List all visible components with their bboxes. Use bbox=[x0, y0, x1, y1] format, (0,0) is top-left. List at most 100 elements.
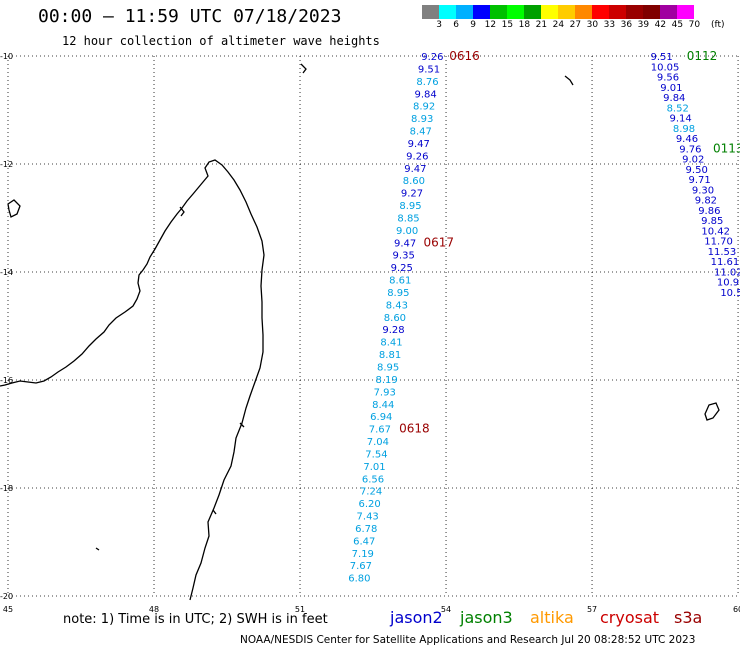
wave-height-label: 6.78 bbox=[355, 524, 377, 535]
wave-height-label: 8.60 bbox=[403, 176, 425, 187]
legend-swatch bbox=[660, 5, 677, 19]
wave-height-label: 6.47 bbox=[353, 536, 375, 547]
wave-height-legend: 3 6 9 12 15 18 21 24 27 30 33 36 39 42 45 70 bbox=[422, 5, 711, 31]
time-stamp-label: 0616 bbox=[449, 49, 480, 63]
legend-tick: 21 bbox=[535, 20, 548, 30]
wave-height-label: 8.93 bbox=[411, 114, 433, 125]
wave-height-label: 7.43 bbox=[357, 512, 379, 523]
wave-height-label: 9.26 bbox=[421, 52, 443, 63]
wave-height-label: 6.80 bbox=[348, 574, 370, 585]
wave-height-label: 9.85 bbox=[701, 216, 723, 227]
wave-height-label: 7.54 bbox=[365, 449, 387, 460]
legend-tick: 3 bbox=[436, 20, 443, 30]
sat-jason2: jason2 bbox=[390, 608, 443, 627]
wave-height-label: 9.28 bbox=[382, 325, 404, 336]
wave-height-label: 9.46 bbox=[676, 134, 698, 145]
wave-height-label: 6.94 bbox=[370, 412, 392, 423]
wave-height-label: 8.98 bbox=[673, 124, 695, 135]
legend-tick: 6 bbox=[453, 20, 460, 30]
coast-islet-g bbox=[212, 509, 217, 515]
legend-swatch bbox=[643, 5, 660, 19]
legend-tick: 15 bbox=[501, 20, 514, 30]
legend-swatch bbox=[558, 5, 575, 19]
coast-islet-b bbox=[179, 206, 185, 217]
legend-tick: 18 bbox=[518, 20, 531, 30]
legend-swatch bbox=[541, 5, 558, 19]
wave-height-label: 10.56 bbox=[720, 288, 740, 299]
wave-height-label: 8.44 bbox=[372, 400, 394, 411]
legend-tick: 33 bbox=[603, 20, 616, 30]
wave-height-label: 9.86 bbox=[698, 206, 720, 217]
map-title: 00:00 – 11:59 UTC 07/18/2023 bbox=[38, 6, 342, 27]
madagascar-coast bbox=[0, 159, 265, 601]
wave-height-label: 9.27 bbox=[401, 189, 423, 200]
sat-s3a: s3a bbox=[674, 608, 703, 627]
wave-height-label: 9.50 bbox=[686, 165, 708, 176]
legend-tick: 42 bbox=[654, 20, 667, 30]
wave-height-label: 8.85 bbox=[397, 213, 419, 224]
legend-swatch bbox=[677, 5, 694, 19]
legend-swatch bbox=[524, 5, 541, 19]
coast-islet-a bbox=[7, 199, 21, 218]
wave-height-label: 7.93 bbox=[374, 387, 396, 398]
legend-tick: 30 bbox=[586, 20, 599, 30]
time-stamp-label: 0617 bbox=[423, 235, 454, 249]
wave-height-label: 11.02 bbox=[714, 267, 740, 278]
coast-islet-d bbox=[704, 402, 720, 421]
wave-height-label: 8.76 bbox=[416, 77, 438, 88]
lon-tick-label: 54 bbox=[441, 605, 451, 614]
wave-height-label: 9.01 bbox=[660, 83, 682, 94]
credit-line: NOAA/NESDIS Center for Satellite Applica… bbox=[240, 634, 696, 646]
legend-tick: 39 bbox=[637, 20, 650, 30]
wave-height-label: 9.30 bbox=[692, 185, 714, 196]
wave-height-label: 7.01 bbox=[363, 462, 385, 473]
footnote: note: 1) Time is in UTC; 2) SWH is in fe… bbox=[63, 612, 328, 627]
wave-height-label: 8.19 bbox=[376, 375, 398, 386]
satellite-tracks: 9.269.518.769.848.928.938.479.479.269.47… bbox=[348, 49, 740, 585]
legend-unit: (ft) bbox=[711, 20, 725, 30]
map-subtitle: 12 hour collection of altimeter wave hei… bbox=[62, 34, 380, 48]
wave-height-label: 9.84 bbox=[663, 93, 685, 104]
legend-swatch bbox=[575, 5, 592, 19]
wave-height-label: 9.14 bbox=[669, 114, 691, 125]
wave-height-label: 7.67 bbox=[350, 561, 372, 572]
coast-islet-h bbox=[95, 547, 100, 551]
sat-cryosat: cryosat bbox=[600, 608, 660, 627]
lat-tick-label: -20 bbox=[0, 592, 13, 601]
legend-tick: 27 bbox=[569, 20, 582, 30]
axis-labels: 45 48 51 54 57 60 -10 -12 -14 -16 -18 -20 bbox=[0, 52, 740, 614]
time-stamp-label: 0112 bbox=[687, 49, 718, 63]
wave-height-label: 11.53 bbox=[708, 247, 737, 258]
legend-swatch bbox=[473, 5, 490, 19]
legend-swatch bbox=[490, 5, 507, 19]
legend-swatch bbox=[439, 5, 456, 19]
legend-swatches bbox=[422, 5, 711, 19]
lon-tick-label: 51 bbox=[295, 605, 305, 614]
legend-tick: 45 bbox=[671, 20, 684, 30]
wave-height-label: 9.71 bbox=[688, 175, 710, 186]
wave-height-label: 8.47 bbox=[410, 127, 432, 138]
legend-tick: 36 bbox=[620, 20, 633, 30]
wave-height-label: 10.97 bbox=[717, 278, 740, 289]
wave-height-label: 7.19 bbox=[352, 549, 374, 560]
legend-swatch bbox=[456, 5, 473, 19]
wave-height-label: 8.81 bbox=[379, 350, 401, 361]
wave-height-label: 7.67 bbox=[369, 425, 391, 436]
legend-tick-labels: 3 6 9 12 15 18 21 24 27 30 33 36 39 42 45 70 bbox=[422, 19, 711, 31]
coast-islet-e bbox=[300, 63, 307, 74]
wave-height-label: 9.51 bbox=[651, 52, 673, 63]
time-stamp-label: 0618 bbox=[399, 422, 430, 436]
legend-swatch bbox=[694, 5, 711, 19]
wave-height-label: 6.20 bbox=[358, 499, 380, 510]
wave-height-label: 8.52 bbox=[667, 103, 689, 114]
wave-height-label: 8.61 bbox=[389, 276, 411, 287]
wave-height-label: 8.95 bbox=[387, 288, 409, 299]
legend-swatch bbox=[422, 5, 439, 19]
coast-islet-f bbox=[239, 422, 245, 428]
legend-tick: 70 bbox=[688, 20, 701, 30]
lon-tick-label: 45 bbox=[3, 605, 13, 614]
coast-islet-c bbox=[564, 75, 574, 86]
wave-height-label: 9.84 bbox=[414, 89, 436, 100]
wave-height-label: 11.70 bbox=[704, 237, 733, 248]
